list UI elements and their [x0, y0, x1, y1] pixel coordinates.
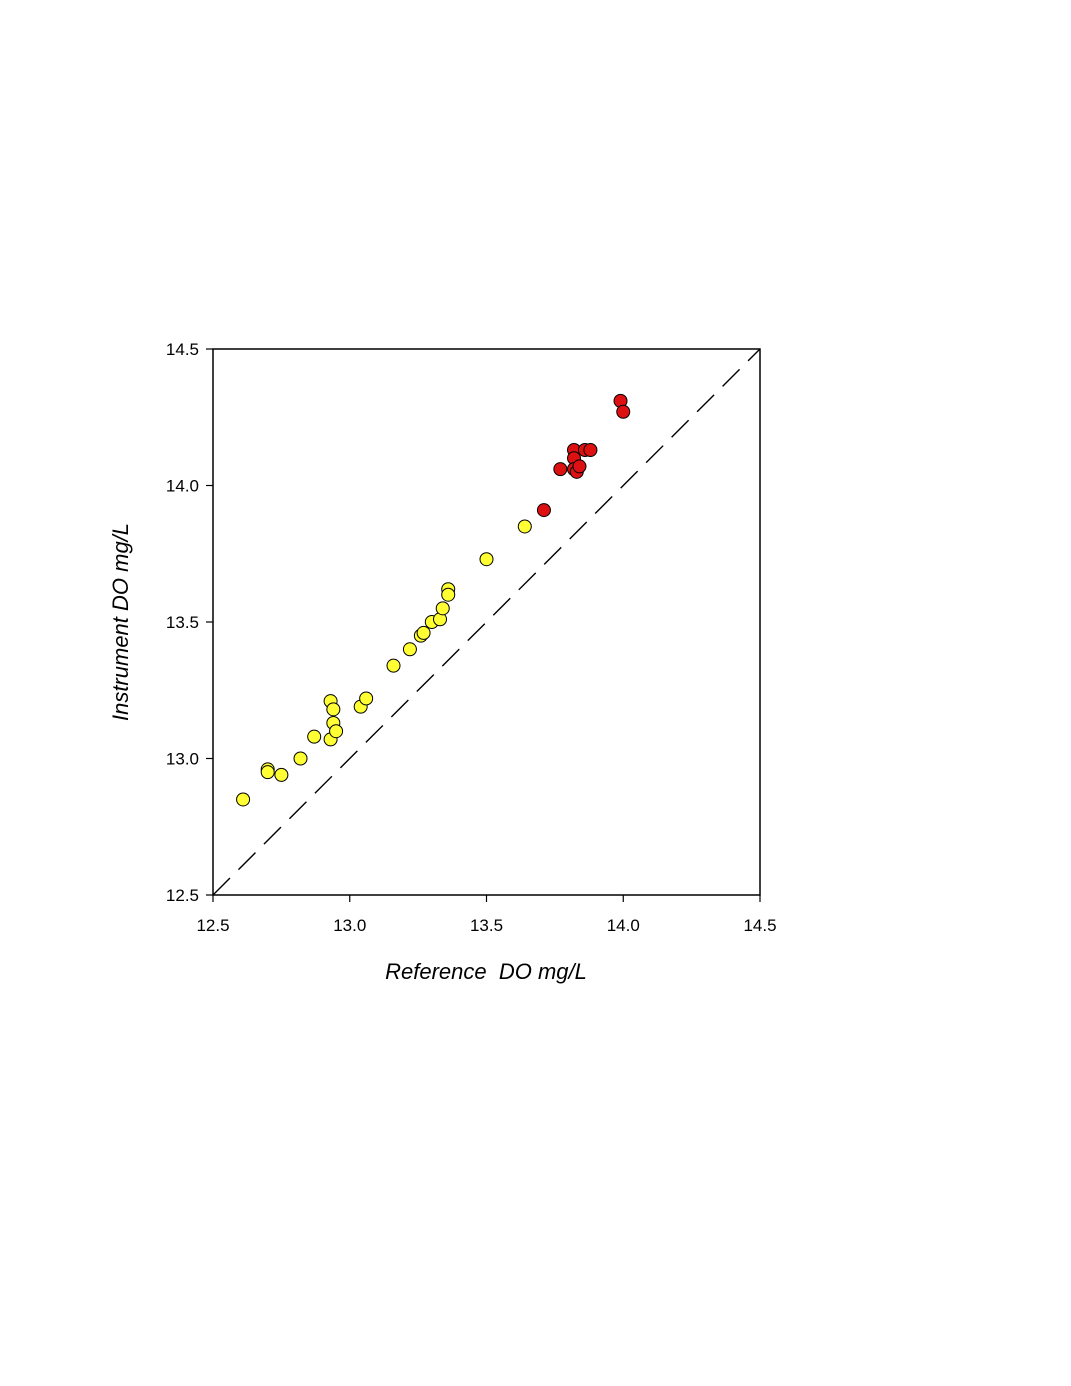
data-point	[307, 729, 322, 744]
data-point	[326, 702, 341, 717]
data-point	[536, 503, 551, 518]
reference-line	[212, 348, 761, 896]
x-tick-label: 14.0	[607, 916, 640, 935]
x-tick-label: 12.5	[196, 916, 229, 935]
y-tick-label: 14.5	[166, 340, 199, 359]
y-tick-label: 13.5	[166, 613, 199, 632]
y-axis-title: Instrument DO mg/L	[108, 523, 133, 721]
data-point	[583, 443, 598, 458]
data-points	[236, 393, 631, 807]
y-tick-label: 13.0	[166, 750, 199, 769]
data-point	[616, 404, 631, 419]
data-point	[479, 552, 494, 567]
x-axis-ticks: 12.5 13.0 13.5 14.0 14.5	[196, 895, 777, 935]
x-tick-label: 13.0	[333, 916, 366, 935]
data-point	[435, 601, 450, 616]
data-point	[386, 658, 401, 673]
data-point	[416, 625, 431, 640]
plot-frame	[212, 348, 761, 896]
data-point	[402, 642, 417, 657]
data-point	[329, 724, 344, 739]
x-tick-label: 14.5	[743, 916, 776, 935]
y-tick-label: 14.0	[166, 477, 199, 496]
data-point	[517, 519, 532, 534]
data-point	[274, 767, 289, 782]
x-tick-label: 13.5	[470, 916, 503, 935]
data-point	[236, 792, 251, 807]
y-axis-ticks: 12.5 13.0 13.5 14.0 14.5	[166, 340, 213, 905]
x-axis-title: Reference DO mg/L	[385, 959, 587, 984]
data-point	[359, 691, 374, 706]
data-point	[572, 459, 587, 474]
data-point	[441, 587, 456, 602]
data-point	[293, 751, 308, 766]
data-point	[260, 765, 275, 780]
data-point	[553, 462, 568, 477]
y-tick-label: 12.5	[166, 886, 199, 905]
